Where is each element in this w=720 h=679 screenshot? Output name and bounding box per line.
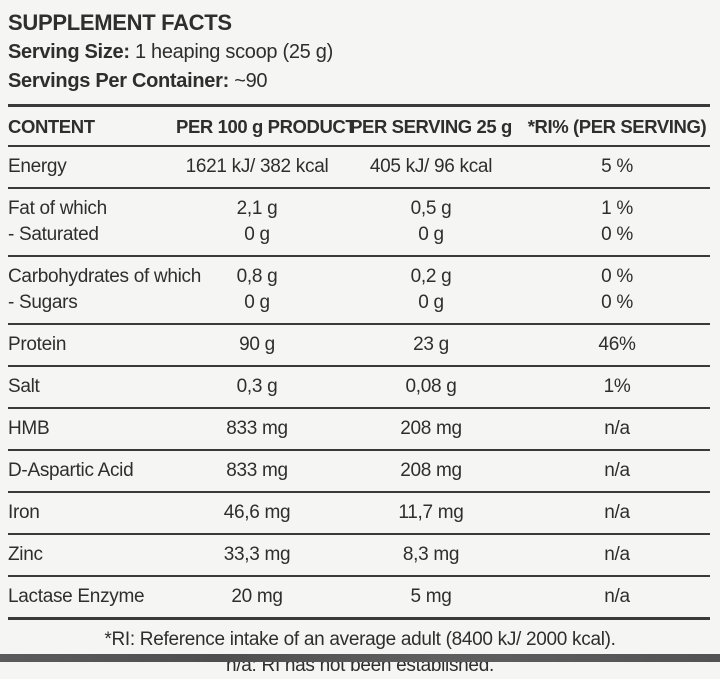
cell-content: Fat of which [8, 198, 107, 219]
cell-per-serving: 11,7 mg [398, 502, 464, 523]
row-energy: Energy 1621 kJ/ 382 kcal 405 kJ/ 96 kcal… [8, 146, 710, 188]
row-carbohydrates: Carbohydrates of which 0,8 g 0,2 g 0 % [8, 256, 710, 290]
row-hmb: HMB 833 mg 208 mg n/a [8, 408, 710, 450]
servings-per-container-line: Servings Per Container: ~90 [8, 67, 712, 96]
serving-size-value: 1 heaping scoop (25 g) [129, 41, 333, 63]
cell-content: Lactase Enzyme [8, 586, 145, 607]
cell-ri: n/a [604, 544, 630, 565]
servings-per-container-label: Servings Per Container: [8, 70, 229, 92]
cell-per-serving: 405 kJ/ 96 kcal [369, 156, 493, 177]
cell-content: D-Aspartic Acid [8, 460, 134, 481]
table-header-row: CONTENT PER 100 g PRODUCT PER SERVING 25… [8, 106, 710, 146]
row-sugars: - Sugars 0 g 0 g 0 % [8, 290, 710, 324]
cell-per-100g: 0 g [244, 224, 270, 245]
cell-per-100g: 46,6 mg [223, 502, 291, 523]
cell-per-100g: 0 g [244, 292, 270, 313]
cell-ri: 1 % [601, 198, 633, 219]
cell-content: HMB [8, 418, 50, 439]
cell-per-serving: 0 g [418, 292, 444, 313]
cell-per-serving: 0,5 g [410, 198, 452, 219]
cell-per-100g: 90 g [239, 334, 275, 355]
page-title: SUPPLEMENT FACTS [8, 10, 232, 35]
serving-size-label: Serving Size: [8, 41, 130, 63]
cell-content: Iron [8, 502, 40, 523]
cell-per-100g: 0,8 g [236, 266, 278, 287]
cell-per-serving: 208 mg [400, 418, 462, 439]
supplement-facts-table: CONTENT PER 100 g PRODUCT PER SERVING 25… [8, 104, 710, 620]
serving-size-line: Serving Size: 1 heaping scoop (25 g) [8, 38, 712, 67]
cell-content: Zinc [8, 544, 43, 565]
cell-per-100g: 833 mg [226, 460, 288, 481]
cell-ri: n/a [604, 460, 630, 481]
cell-per-100g: 0,3 g [236, 376, 278, 397]
cell-ri: 0 % [601, 266, 633, 287]
cell-content: Energy [8, 156, 67, 177]
column-header-content: CONTENT [8, 116, 95, 137]
row-zinc: Zinc 33,3 mg 8,3 mg n/a [8, 534, 710, 576]
cell-ri: 5 % [601, 156, 633, 177]
row-saturated: - Saturated 0 g 0 g 0 % [8, 222, 710, 256]
cell-per-serving: 208 mg [400, 460, 462, 481]
cell-per-serving: 0 g [418, 224, 444, 245]
cell-ri: n/a [604, 502, 630, 523]
cell-content: Protein [8, 334, 67, 355]
column-header-per-serving: PER SERVING 25 g [350, 116, 512, 137]
column-header-ri-percent: *RI% (PER SERVING) [527, 116, 707, 137]
cell-per-100g: 20 mg [231, 586, 283, 607]
row-fat: Fat of which 2,1 g 0,5 g 1 % [8, 188, 710, 222]
cell-content: - Sugars [8, 292, 78, 313]
servings-per-container-value: ~90 [228, 70, 268, 92]
row-salt: Salt 0,3 g 0,08 g 1% [8, 366, 710, 408]
cell-ri: 0 % [601, 292, 633, 313]
cell-per-serving: 0,2 g [410, 266, 452, 287]
footnotes: *RI: Reference intake of an average adul… [8, 627, 712, 679]
cell-ri: 1% [603, 376, 631, 397]
row-d-aspartic-acid: D-Aspartic Acid 833 mg 208 mg n/a [8, 450, 710, 492]
cell-content: - Saturated [8, 224, 99, 245]
cell-per-serving: 23 g [413, 334, 449, 355]
cell-ri: 46% [598, 334, 636, 355]
cell-per-serving: 8,3 mg [402, 544, 460, 565]
cell-ri: n/a [604, 418, 630, 439]
cell-content: Salt [8, 376, 40, 397]
row-iron: Iron 46,6 mg 11,7 mg n/a [8, 492, 710, 534]
cell-per-serving: 5 mg [410, 586, 452, 607]
column-header-per-100g: PER 100 g PRODUCT [176, 116, 357, 137]
cell-ri: 0 % [601, 224, 633, 245]
row-protein: Protein 90 g 23 g 46% [8, 324, 710, 366]
footnote-ri: *RI: Reference intake of an average adul… [104, 629, 616, 650]
cell-per-100g: 1621 kJ/ 382 kcal [185, 156, 329, 177]
cell-content: Carbohydrates of which [8, 266, 202, 287]
cell-per-100g: 2,1 g [236, 198, 278, 219]
row-lactase-enzyme: Lactase Enzyme 20 mg 5 mg n/a [8, 576, 710, 619]
cell-per-serving: 0,08 g [405, 376, 457, 397]
cell-per-100g: 833 mg [226, 418, 288, 439]
scan-edge-strip [0, 654, 720, 662]
cell-per-100g: 33,3 mg [223, 544, 291, 565]
cell-ri: n/a [604, 586, 630, 607]
